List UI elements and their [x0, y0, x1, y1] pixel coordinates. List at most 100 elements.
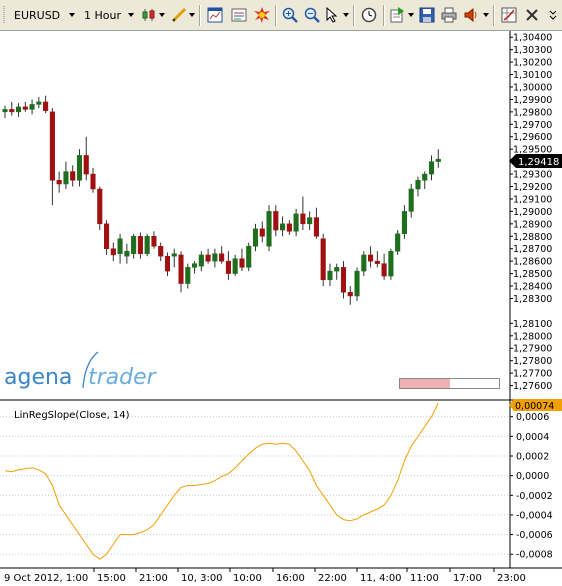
candle-body[interactable]: [172, 254, 177, 256]
candle-body[interactable]: [50, 112, 55, 180]
candle-body[interactable]: [77, 155, 82, 180]
candle-body[interactable]: [314, 218, 319, 237]
close-icon[interactable]: [523, 5, 541, 25]
candle-body[interactable]: [341, 267, 346, 292]
candle-body[interactable]: [409, 189, 414, 211]
candle-body[interactable]: [131, 236, 136, 253]
clock-icon[interactable]: [359, 5, 379, 25]
candle-body[interactable]: [138, 236, 143, 253]
candle-body[interactable]: [192, 264, 197, 268]
candle-body[interactable]: [429, 162, 434, 174]
chart-style-dropdown-arrow-icon[interactable]: [159, 13, 165, 17]
current-price-marker: 1,29418: [509, 154, 562, 168]
candle-body[interactable]: [152, 236, 157, 246]
candle-body[interactable]: [3, 109, 8, 111]
candle-body[interactable]: [111, 249, 116, 255]
candle-body[interactable]: [240, 259, 245, 268]
cursor-dropdown-arrow-icon[interactable]: [343, 13, 349, 17]
candle-body[interactable]: [375, 261, 380, 263]
candle-body[interactable]: [287, 224, 292, 231]
candle-body[interactable]: [416, 180, 421, 189]
candle-body[interactable]: [280, 224, 285, 230]
candle-body[interactable]: [246, 246, 251, 267]
timeframe-selector[interactable]: 1 Hour: [84, 5, 134, 25]
candle-body[interactable]: [321, 239, 326, 280]
candle-body[interactable]: [118, 239, 123, 254]
chart-window-icon[interactable]: [205, 5, 225, 25]
price-tick-label: 1,29900: [513, 95, 552, 106]
price-tick-label: 1,28700: [513, 244, 552, 255]
candle-body[interactable]: [179, 255, 184, 284]
candle-body[interactable]: [9, 109, 14, 111]
candle-body[interactable]: [158, 246, 163, 256]
candle-body[interactable]: [395, 234, 400, 251]
candle-body[interactable]: [348, 292, 353, 296]
candlestick-style-icon[interactable]: [140, 5, 158, 25]
candle-body[interactable]: [16, 107, 21, 112]
cursor-icon[interactable]: [324, 5, 340, 25]
data-box-icon[interactable]: [229, 5, 249, 25]
candle-body[interactable]: [355, 271, 360, 296]
candle-body[interactable]: [402, 211, 407, 233]
candle-body[interactable]: [436, 159, 441, 161]
candle-body[interactable]: [260, 229, 265, 236]
export-icon[interactable]: [388, 5, 406, 25]
candle-body[interactable]: [91, 174, 96, 189]
drawing-pen-icon[interactable]: [170, 5, 188, 25]
candle-body[interactable]: [253, 229, 258, 246]
candle-body[interactable]: [43, 102, 48, 111]
price-tick-label: 1,30400: [513, 33, 552, 44]
candle-body[interactable]: [84, 155, 89, 174]
drawing-dropdown-arrow-icon[interactable]: [189, 13, 195, 17]
candle-body[interactable]: [274, 211, 279, 230]
candle-body[interactable]: [97, 189, 102, 224]
scroll-position-bar[interactable]: [400, 379, 500, 389]
candle-body[interactable]: [389, 251, 394, 276]
candle-body[interactable]: [334, 267, 339, 271]
toolbar-grip[interactable]: [2, 5, 7, 25]
candle-body[interactable]: [57, 180, 62, 184]
candle-body[interactable]: [206, 255, 211, 261]
candle-body[interactable]: [362, 255, 367, 271]
alert-burst-icon[interactable]: [252, 5, 272, 25]
print-icon[interactable]: [440, 5, 458, 25]
candle-body[interactable]: [23, 107, 28, 109]
candle-body[interactable]: [145, 236, 150, 253]
candle-body[interactable]: [185, 267, 190, 283]
candle-body[interactable]: [382, 264, 387, 276]
scroll-bar-thumb[interactable]: [400, 379, 450, 388]
export-dropdown-arrow-icon[interactable]: [408, 13, 414, 17]
timeframe-dropdown-arrow-icon[interactable]: [128, 13, 134, 17]
candle-body[interactable]: [328, 271, 333, 280]
toolbar-more-icon[interactable]: [546, 5, 560, 25]
candle-body[interactable]: [30, 104, 35, 109]
candle-body[interactable]: [301, 214, 306, 224]
candle-body[interactable]: [233, 259, 238, 274]
candle-body[interactable]: [104, 224, 109, 249]
zoom-out-icon[interactable]: [302, 5, 322, 25]
candle-body[interactable]: [368, 255, 373, 261]
zoom-in-icon[interactable]: [280, 5, 300, 25]
candle-body[interactable]: [294, 214, 299, 231]
candle-body[interactable]: [70, 172, 75, 181]
candle-body[interactable]: [307, 218, 312, 224]
sound-dropdown-arrow-icon[interactable]: [483, 13, 489, 17]
candle-body[interactable]: [213, 254, 218, 261]
candle-body[interactable]: [37, 102, 42, 104]
instrument-dropdown-arrow-icon[interactable]: [69, 13, 75, 17]
candle-body[interactable]: [422, 174, 427, 180]
price-tick-label: 1,27600: [513, 381, 552, 392]
instrument-selector[interactable]: EURUSD: [14, 5, 88, 25]
candle-body[interactable]: [165, 256, 170, 271]
candle-body[interactable]: [219, 254, 224, 261]
candle-body[interactable]: [226, 261, 231, 273]
indicator-tick-label: 0,0002: [516, 452, 549, 463]
candle-body[interactable]: [64, 172, 69, 184]
sound-icon[interactable]: [462, 5, 480, 25]
candle-body[interactable]: [125, 251, 130, 256]
settings-grid-icon[interactable]: [499, 5, 519, 25]
save-icon[interactable]: [418, 5, 436, 25]
candle-body[interactable]: [267, 211, 272, 246]
candle-body[interactable]: [199, 255, 204, 266]
